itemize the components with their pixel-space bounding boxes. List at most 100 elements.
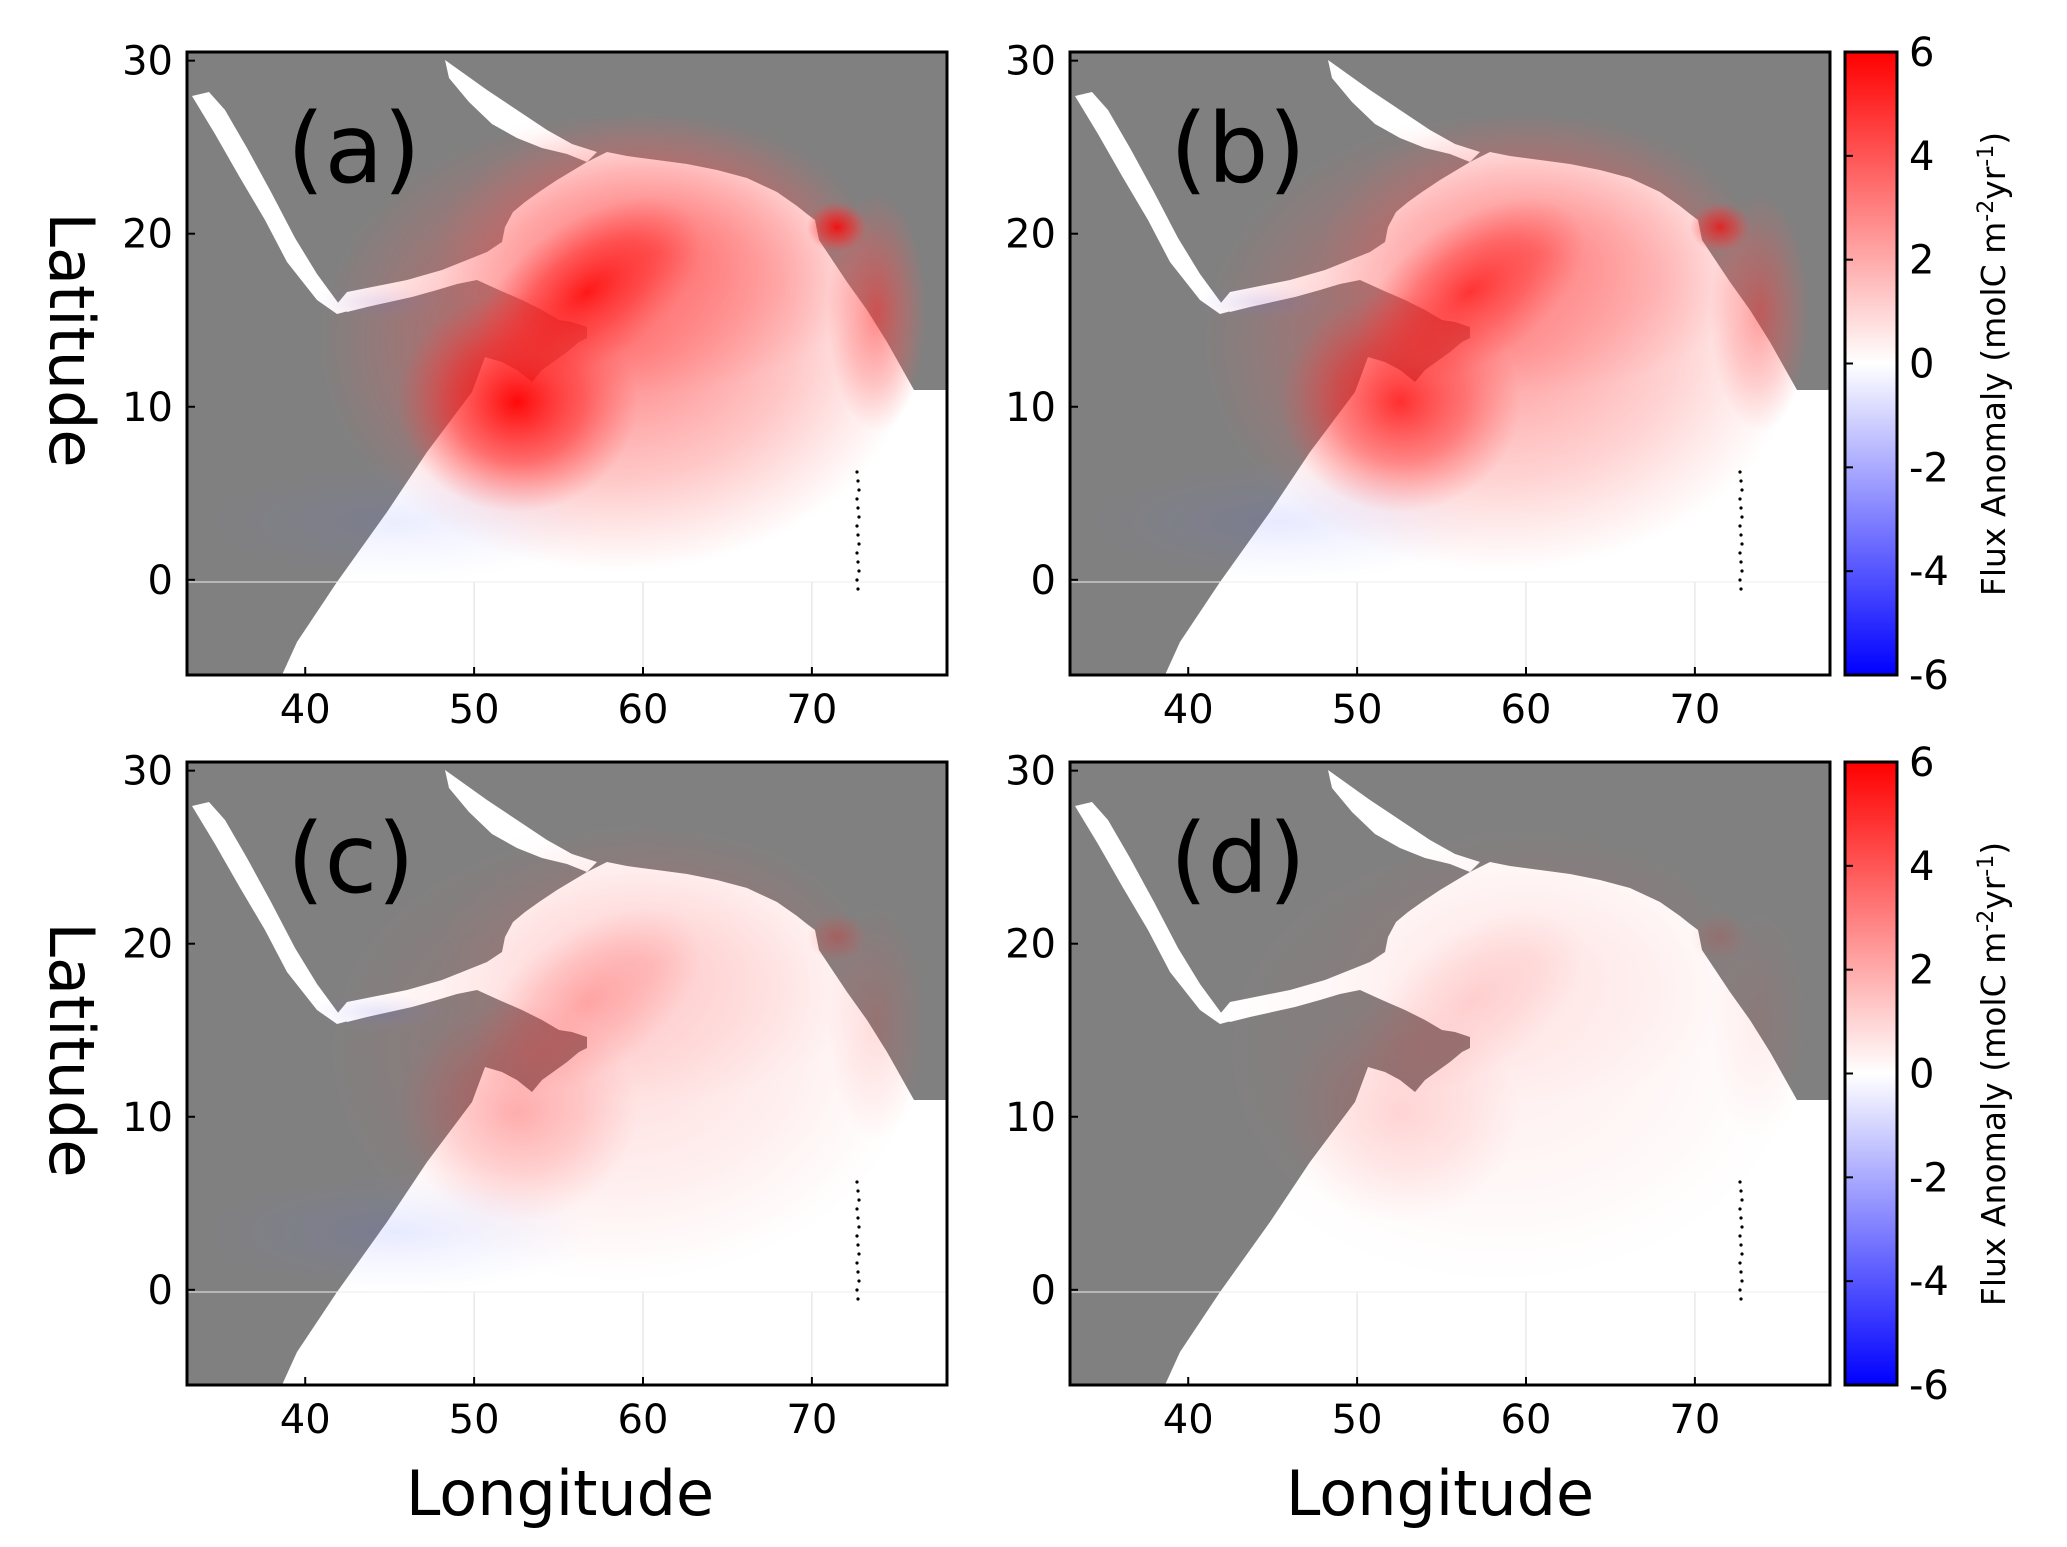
colorbar-tick-label: -4 bbox=[1909, 1259, 1949, 1305]
island-dot bbox=[1739, 479, 1743, 483]
x-tick-label: 50 bbox=[1332, 687, 1383, 733]
colorbar-tick-label: 0 bbox=[1909, 1052, 1934, 1098]
xlabel-right: Longitude bbox=[1286, 1457, 1594, 1530]
island-dot bbox=[1739, 1216, 1743, 1220]
island-dot bbox=[1739, 1189, 1743, 1193]
y-tick-label: 20 bbox=[1005, 212, 1056, 258]
island-dot bbox=[1739, 1243, 1743, 1247]
x-tick-label: 50 bbox=[449, 687, 500, 733]
island-dot bbox=[1738, 497, 1742, 501]
x-tick-label: 70 bbox=[786, 1397, 837, 1443]
y-tick-label: 20 bbox=[1005, 922, 1056, 968]
island-dot bbox=[1739, 1297, 1743, 1301]
island-dot bbox=[1738, 1180, 1742, 1184]
colorbar-1: 6 4 2 0 -2 -4 -6 Flux Anomaly (molC m-2yr-1) bbox=[1843, 740, 2013, 1409]
colorbar-tick-label: -2 bbox=[1909, 1155, 1949, 1201]
map-frame bbox=[1068, 50, 1832, 677]
colorbar-title: Flux Anomaly (molC m-2yr-1) bbox=[1974, 132, 2013, 596]
island-dot bbox=[857, 542, 861, 546]
island-dot bbox=[1738, 470, 1742, 474]
x-tick-label: 70 bbox=[1669, 687, 1720, 733]
flux-anomaly-field bbox=[197, 822, 927, 1292]
colorbar-tick-label: -2 bbox=[1909, 445, 1949, 491]
island-dot bbox=[1738, 1207, 1742, 1211]
colorbar-tick-label: 4 bbox=[1909, 134, 1934, 180]
island-dot bbox=[1740, 1225, 1744, 1229]
island-dot bbox=[1740, 1279, 1744, 1283]
island-dot bbox=[1740, 1198, 1744, 1202]
colorbar-tick-label: -4 bbox=[1909, 549, 1949, 595]
colorbar-tick-label: -6 bbox=[1909, 653, 1949, 699]
island-dot bbox=[855, 551, 859, 555]
island-dot bbox=[857, 1279, 861, 1283]
flux-anomaly-field bbox=[1200, 822, 1810, 1282]
island-dot bbox=[857, 1198, 861, 1202]
colorbar-tick-label: 6 bbox=[1909, 30, 1934, 76]
y-tick-label: 10 bbox=[1005, 1095, 1056, 1141]
island-dot bbox=[1740, 515, 1744, 519]
x-tick-label: 40 bbox=[1163, 687, 1214, 733]
x-tick-label: 40 bbox=[1163, 1397, 1214, 1443]
island-dot bbox=[1738, 1288, 1742, 1292]
map-panel-1: (b) 40 50 60 70 30 20 10 0 bbox=[1005, 39, 1832, 733]
island-dot bbox=[857, 569, 861, 573]
x-tick-label: 60 bbox=[1501, 687, 1552, 733]
ylabel-top: Latitude bbox=[35, 212, 108, 467]
island-dot bbox=[855, 470, 859, 474]
colorbar-tick-label: 2 bbox=[1909, 238, 1934, 284]
y-tick-label: 30 bbox=[1005, 39, 1056, 85]
panel-label: (a) bbox=[287, 93, 421, 205]
panel-label: (c) bbox=[287, 803, 415, 915]
y-tick-label: 20 bbox=[122, 212, 173, 258]
x-tick-label: 50 bbox=[449, 1397, 500, 1443]
y-tick-label: 0 bbox=[1031, 1268, 1056, 1314]
y-tick-label: 0 bbox=[1031, 558, 1056, 604]
x-tick-label: 60 bbox=[618, 687, 669, 733]
xlabel-left: Longitude bbox=[406, 1457, 714, 1530]
colorbar-tick-label: 6 bbox=[1909, 740, 1934, 786]
island-dot bbox=[1740, 1252, 1744, 1256]
colorbar-0: 6 4 2 0 -2 -4 -6 Flux Anomaly (molC m-2yr-1) bbox=[1843, 30, 2013, 699]
island-dot bbox=[856, 560, 860, 564]
colorbar-tick-label: -6 bbox=[1909, 1363, 1949, 1409]
y-tick-label: 30 bbox=[122, 39, 173, 85]
x-tick-label: 40 bbox=[280, 687, 331, 733]
island-dot bbox=[855, 1234, 859, 1238]
colorbar-gradient bbox=[1843, 760, 1899, 1387]
island-dot bbox=[857, 515, 861, 519]
y-tick-label: 0 bbox=[148, 1268, 173, 1314]
island-dot bbox=[856, 1297, 860, 1301]
colorbar-gradient bbox=[1843, 50, 1899, 677]
island-dot bbox=[857, 488, 861, 492]
island-dot bbox=[857, 1252, 861, 1256]
colorbar-tick-label: 4 bbox=[1909, 844, 1934, 890]
map-panel-3: (d) 40 50 60 70 30 20 10 0 bbox=[1005, 749, 1832, 1443]
x-tick-label: 60 bbox=[618, 1397, 669, 1443]
panel-label: (d) bbox=[1170, 803, 1306, 915]
island-dot bbox=[1738, 524, 1742, 528]
island-dot bbox=[856, 506, 860, 510]
island-dot bbox=[856, 1216, 860, 1220]
island-dot bbox=[856, 587, 860, 591]
panel-label: (b) bbox=[1170, 93, 1306, 205]
map-panel-2: (c) 40 50 60 70 30 20 10 0 bbox=[122, 749, 949, 1443]
island-dot bbox=[1738, 551, 1742, 555]
island-dot bbox=[855, 1207, 859, 1211]
x-tick-label: 40 bbox=[280, 1397, 331, 1443]
x-tick-label: 50 bbox=[1332, 1397, 1383, 1443]
island-dot bbox=[855, 497, 859, 501]
island-dot bbox=[1739, 1270, 1743, 1274]
island-dot bbox=[1740, 542, 1744, 546]
island-dot bbox=[856, 1270, 860, 1274]
island-dot bbox=[855, 1288, 859, 1292]
island-dot bbox=[1738, 1261, 1742, 1265]
island-dot bbox=[1738, 1234, 1742, 1238]
map-panel-0: (a) 40 50 60 70 30 20 10 0 bbox=[122, 39, 949, 733]
island-dot bbox=[856, 479, 860, 483]
y-tick-label: 10 bbox=[122, 1095, 173, 1141]
colorbar-tick-label: 2 bbox=[1909, 948, 1934, 994]
y-tick-label: 0 bbox=[148, 558, 173, 604]
x-tick-label: 70 bbox=[786, 687, 837, 733]
island-dot bbox=[857, 1225, 861, 1229]
island-dot bbox=[1740, 569, 1744, 573]
